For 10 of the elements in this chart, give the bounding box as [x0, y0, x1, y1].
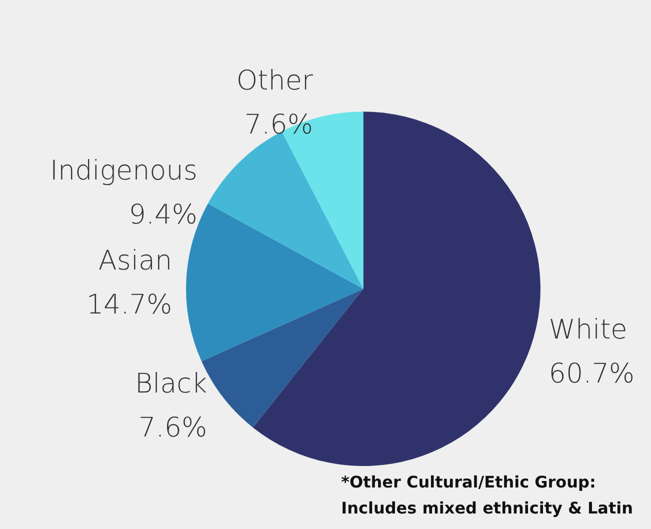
slice-label: Black: [134, 368, 208, 400]
slice-label: Other: [236, 66, 314, 97]
slice-label: Indigenous: [50, 156, 198, 187]
data-label: 7.6%: [138, 412, 208, 444]
data-label: 14.7%: [86, 290, 172, 321]
text: *Other Cultural/Ethic Group: Includes mixed ethnicity & Latin: [341, 472, 633, 518]
data-label: 60.7%: [548, 358, 635, 390]
slice-label: White: [548, 314, 628, 346]
data-label: 9.4%: [128, 200, 198, 231]
slice-label: Asian: [98, 246, 172, 277]
